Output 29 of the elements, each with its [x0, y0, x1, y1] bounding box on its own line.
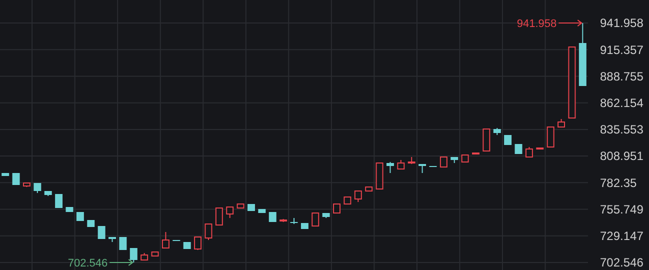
candlestick: [525, 146, 533, 158]
candlestick: [55, 194, 63, 208]
y-tick-label: 862.154: [600, 96, 644, 110]
candlestick: [546, 126, 554, 148]
y-tick-label: 835.553: [600, 122, 644, 137]
y-tick-label: 888.755: [600, 69, 644, 84]
y-tick-label: 941.958: [600, 16, 644, 30]
candlestick: [482, 128, 490, 152]
y-tick-label: 808.951: [600, 149, 644, 164]
candlestick: [98, 226, 106, 239]
candlestick: [130, 248, 138, 263]
candlestick: [386, 162, 394, 174]
candlestick: [312, 212, 320, 226]
candlestick: [440, 156, 448, 168]
candlestick: [226, 206, 234, 218]
candlestick: [194, 236, 202, 250]
y-tick-label: 915.357: [600, 42, 644, 57]
y-tick-label: 755.749: [600, 202, 644, 216]
y-tick-label: 782.35: [600, 176, 638, 190]
candlestick: [215, 208, 223, 226]
candlestick: [119, 237, 127, 250]
y-tick-label: 729.147: [600, 229, 644, 244]
candlestick: [354, 190, 362, 202]
annotation: 941.958: [516, 18, 557, 30]
annotation: 702.546: [68, 257, 108, 270]
candlestick: [162, 232, 170, 248]
candlestick: [204, 224, 212, 240]
y-tick-label: 702.546: [600, 256, 644, 270]
candlestick: [34, 182, 42, 194]
